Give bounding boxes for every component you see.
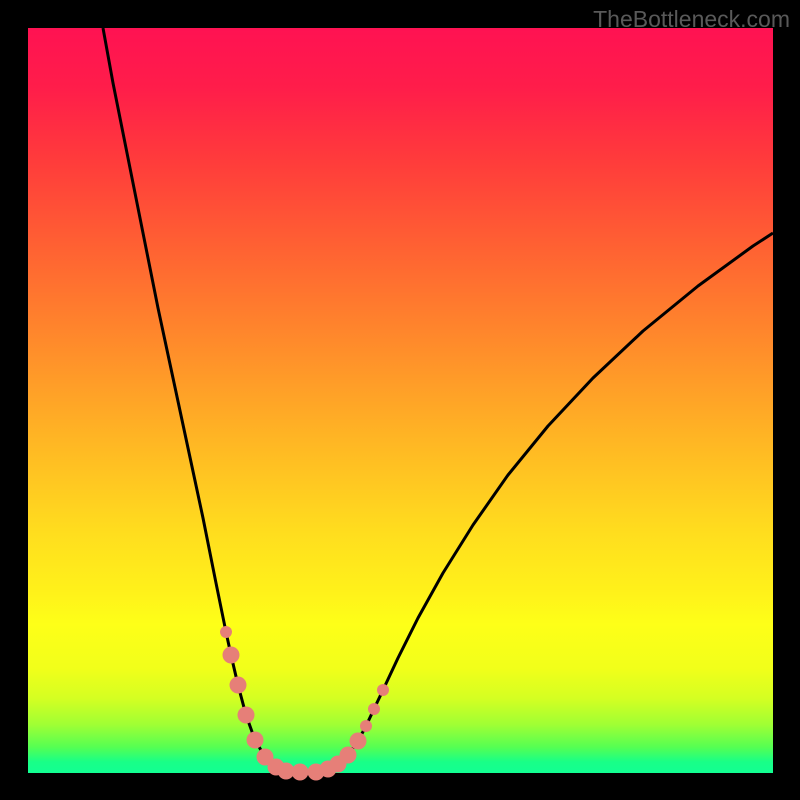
curve-marker [360, 720, 372, 732]
curve-layer [0, 0, 800, 800]
curve-marker [230, 677, 247, 694]
curve-marker [350, 733, 367, 750]
curve-marker [220, 626, 232, 638]
bottleneck-curve [103, 28, 773, 772]
bottleneck-curve-path [103, 28, 773, 772]
curve-marker [238, 707, 255, 724]
curve-markers [220, 626, 389, 781]
watermark-text: TheBottleneck.com [593, 6, 790, 33]
curve-marker [247, 732, 264, 749]
curve-marker [368, 703, 380, 715]
curve-marker [223, 647, 240, 664]
chart-stage: TheBottleneck.com [0, 0, 800, 800]
curve-marker [292, 764, 309, 781]
curve-marker [340, 747, 357, 764]
curve-marker [377, 684, 389, 696]
